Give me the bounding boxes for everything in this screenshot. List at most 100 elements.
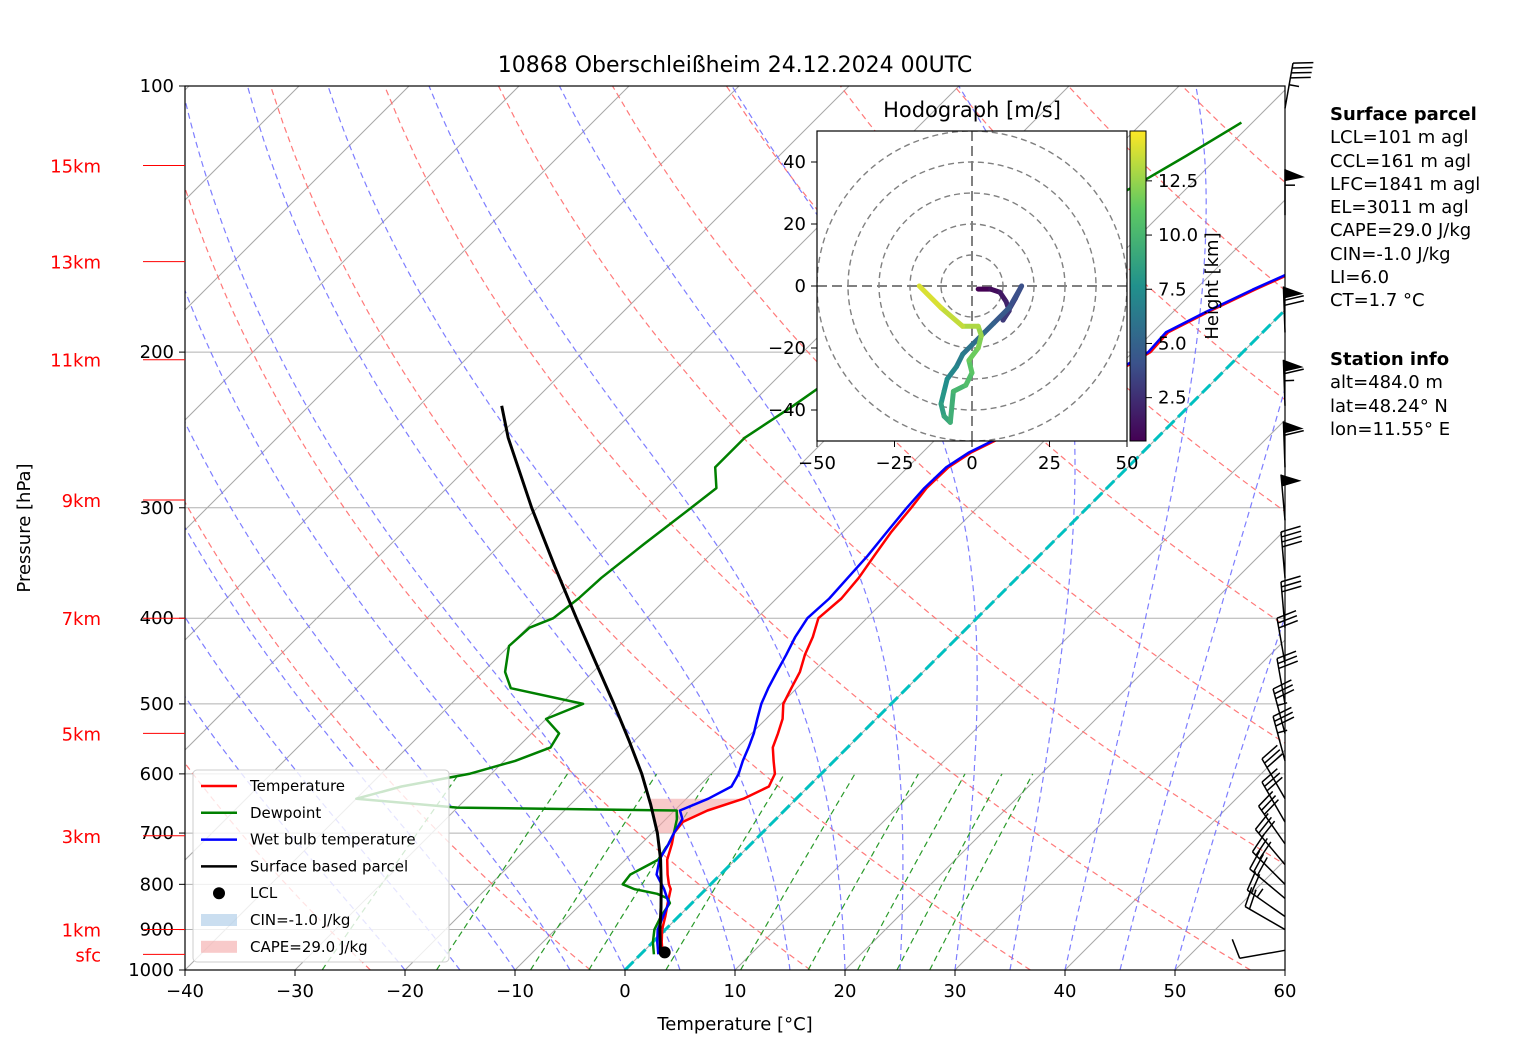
wind-barb bbox=[1261, 768, 1286, 823]
wind-barb-flag bbox=[1258, 790, 1274, 807]
wind-barb-staff bbox=[1272, 716, 1286, 762]
x-tick-label: −20 bbox=[386, 981, 424, 1002]
wind-barb-flag bbox=[1278, 660, 1299, 670]
legend-swatch bbox=[201, 940, 237, 953]
wind-barb-flag bbox=[1277, 614, 1298, 624]
wind-barb-staff bbox=[1261, 758, 1286, 800]
x-tick-label: −10 bbox=[496, 981, 534, 1002]
wind-barb-pennant bbox=[1283, 421, 1304, 434]
y-tick-label: 500 bbox=[140, 694, 174, 715]
colorbar bbox=[1129, 130, 1147, 442]
x-axis-label: Temperature [°C] bbox=[656, 1014, 812, 1035]
wind-barb-staff bbox=[1284, 62, 1294, 109]
wind-barb-flag bbox=[1278, 619, 1299, 629]
legend-box bbox=[192, 769, 450, 963]
parcel-profile bbox=[500, 405, 663, 955]
wind-barb-staff bbox=[1282, 286, 1286, 333]
wind-barb-staff bbox=[1249, 868, 1286, 900]
wind-barb-flag bbox=[1266, 753, 1283, 769]
wind-barb-flag bbox=[1281, 535, 1302, 543]
mixing-ratio-line bbox=[740, 773, 856, 970]
moist-adiabat-line bbox=[1064, 86, 1207, 970]
wind-barb-flag bbox=[1276, 610, 1297, 619]
isotherm-line bbox=[954, 639, 1285, 970]
wind-barb-staff bbox=[1246, 889, 1286, 918]
hodograph-title: Hodograph [m/s] bbox=[883, 98, 1061, 122]
y-tick-label: 700 bbox=[140, 823, 174, 844]
wind-barb-staff bbox=[1261, 781, 1286, 823]
wind-barb bbox=[1261, 744, 1286, 800]
wind-barb-flag bbox=[1248, 889, 1257, 910]
hodograph-trace-segment bbox=[916, 283, 944, 311]
wind-barb-half-flag bbox=[1256, 888, 1264, 898]
wind-barb bbox=[1284, 61, 1314, 109]
wind-barb-flag bbox=[1277, 655, 1298, 665]
wind-barb-flag bbox=[1274, 711, 1294, 722]
wind-barb-flag bbox=[1249, 850, 1261, 870]
wind-barb-pennant bbox=[1283, 359, 1304, 372]
wind-barb bbox=[1246, 871, 1286, 918]
wind-barb-half-flag bbox=[1289, 83, 1300, 88]
x-tick-label: −30 bbox=[276, 981, 314, 1002]
dry-adiabat-line bbox=[185, 186, 811, 970]
moist-adiabat-line bbox=[1174, 614, 1285, 970]
surface-parcel-panel: Surface parcel LCL=101 m agl CCL=161 m a… bbox=[1330, 103, 1480, 313]
wet-bulb-profile bbox=[655, 273, 1285, 955]
wind-barb bbox=[1284, 169, 1305, 216]
hodograph-trace-segment bbox=[991, 305, 1012, 326]
wind-barb-flag bbox=[1256, 857, 1268, 876]
wind-barb-flag bbox=[1261, 820, 1276, 838]
wind-barb-pennant bbox=[1283, 286, 1304, 299]
hodograph-trace-segment bbox=[944, 364, 959, 382]
wind-barb-flag bbox=[1272, 706, 1292, 718]
wind-barb-flag bbox=[1250, 874, 1261, 894]
moist-adiabat-line bbox=[185, 526, 516, 970]
lcl-marker bbox=[658, 946, 671, 959]
wind-barb bbox=[1276, 610, 1299, 664]
height-label: 15km bbox=[50, 156, 101, 177]
y-tick-label: 800 bbox=[140, 874, 174, 895]
wind-barb-staff bbox=[1272, 688, 1286, 734]
mixing-ratio-line bbox=[436, 773, 568, 970]
height-label: 11km bbox=[50, 351, 101, 372]
surface-parcel-line: CT=1.7 °C bbox=[1330, 290, 1425, 312]
wind-barb-flag bbox=[1261, 768, 1278, 783]
moist-adiabat-line bbox=[428, 86, 846, 970]
hodograph-trace-segment bbox=[938, 305, 966, 329]
dry-adiabat-line bbox=[270, 86, 1031, 970]
y-tick-label: 200 bbox=[140, 342, 174, 363]
wind-barb-flag bbox=[1281, 585, 1302, 593]
legend-swatch bbox=[213, 887, 225, 900]
height-label: 9km bbox=[62, 491, 101, 512]
wind-barb bbox=[1280, 474, 1302, 521]
hodograph-grid bbox=[817, 131, 1127, 441]
wind-barb bbox=[1258, 790, 1286, 845]
wind-barb-staff bbox=[1280, 474, 1286, 521]
x-tick-label: 20 bbox=[834, 981, 857, 1002]
wind-barb-flag bbox=[1252, 853, 1265, 873]
hodograph-y-tick-label: −20 bbox=[768, 338, 806, 359]
wind-barb-flag bbox=[1281, 580, 1302, 588]
wind-barb-staff bbox=[1254, 828, 1286, 866]
surface-parcel-line: CAPE=29.0 J/kg bbox=[1330, 220, 1472, 242]
wind-barb-flag bbox=[1275, 688, 1295, 700]
wind-barb-staff bbox=[1251, 851, 1286, 885]
isotherm-line bbox=[844, 529, 1285, 970]
moist-adiabat-line bbox=[558, 86, 904, 970]
wind-barb-flag bbox=[1263, 799, 1279, 815]
wind-barb-flag bbox=[1231, 939, 1241, 959]
wind-barb-flag bbox=[1282, 540, 1303, 548]
surface-parcel-line: CCL=161 m agl bbox=[1330, 150, 1472, 172]
wind-barb-flag bbox=[1261, 744, 1278, 760]
colorbar-label: Height [km] bbox=[1202, 232, 1223, 339]
dry-adiabat-line bbox=[384, 86, 1251, 970]
legend-label: Temperature bbox=[249, 777, 345, 795]
height-label: sfc bbox=[75, 945, 101, 966]
wind-barb-flag bbox=[1244, 886, 1253, 907]
wind-barb-flag bbox=[1283, 300, 1305, 307]
mixing-ratio-line bbox=[929, 773, 1034, 970]
wind-barb-flag bbox=[1275, 716, 1295, 727]
mixing-ratio-line bbox=[857, 773, 966, 970]
legend-label: Wet bulb temperature bbox=[250, 831, 416, 849]
